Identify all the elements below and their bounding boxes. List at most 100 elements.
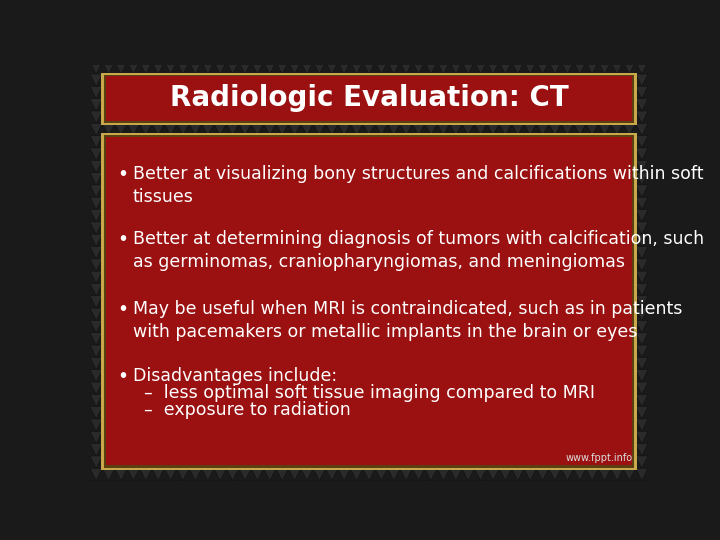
Polygon shape (114, 320, 127, 333)
Polygon shape (487, 444, 499, 456)
Polygon shape (202, 197, 214, 210)
Polygon shape (474, 333, 487, 345)
Polygon shape (289, 148, 301, 160)
Polygon shape (536, 456, 549, 468)
Polygon shape (351, 160, 363, 173)
Polygon shape (512, 284, 524, 296)
Polygon shape (338, 481, 351, 493)
Polygon shape (462, 160, 474, 173)
Polygon shape (549, 419, 561, 431)
Polygon shape (387, 234, 400, 247)
Polygon shape (449, 136, 462, 148)
Polygon shape (574, 123, 586, 136)
Polygon shape (114, 148, 127, 160)
Polygon shape (611, 345, 624, 357)
Polygon shape (164, 74, 177, 86)
Polygon shape (90, 62, 102, 74)
Polygon shape (202, 320, 214, 333)
Polygon shape (338, 456, 351, 468)
Polygon shape (189, 197, 202, 210)
Polygon shape (400, 234, 413, 247)
Polygon shape (437, 296, 449, 308)
Polygon shape (78, 394, 90, 407)
Polygon shape (387, 49, 400, 62)
Polygon shape (536, 148, 549, 160)
Polygon shape (449, 345, 462, 357)
Polygon shape (363, 86, 375, 99)
Polygon shape (574, 382, 586, 394)
Polygon shape (226, 173, 239, 185)
Polygon shape (387, 444, 400, 456)
Polygon shape (375, 74, 387, 86)
Polygon shape (499, 456, 512, 468)
Polygon shape (114, 185, 127, 197)
Polygon shape (512, 74, 524, 86)
Polygon shape (251, 197, 264, 210)
Polygon shape (598, 308, 611, 320)
Polygon shape (413, 210, 425, 222)
Polygon shape (152, 357, 164, 370)
Polygon shape (524, 99, 536, 111)
Polygon shape (499, 444, 512, 456)
Polygon shape (363, 185, 375, 197)
Polygon shape (624, 234, 636, 247)
Polygon shape (598, 357, 611, 370)
Polygon shape (189, 123, 202, 136)
Polygon shape (425, 308, 437, 320)
Polygon shape (462, 234, 474, 247)
Polygon shape (152, 86, 164, 99)
Polygon shape (289, 86, 301, 99)
Polygon shape (574, 271, 586, 284)
Polygon shape (313, 160, 325, 173)
Polygon shape (449, 320, 462, 333)
Polygon shape (611, 431, 624, 444)
Polygon shape (239, 456, 251, 468)
Polygon shape (363, 111, 375, 123)
Polygon shape (425, 456, 437, 468)
Text: •: • (117, 165, 128, 184)
Polygon shape (301, 160, 313, 173)
Polygon shape (214, 419, 226, 431)
Polygon shape (524, 62, 536, 74)
Polygon shape (611, 444, 624, 456)
Polygon shape (524, 333, 536, 345)
Polygon shape (313, 210, 325, 222)
Polygon shape (561, 160, 574, 173)
Polygon shape (251, 160, 264, 173)
Polygon shape (648, 160, 660, 173)
Polygon shape (226, 111, 239, 123)
Polygon shape (449, 382, 462, 394)
Polygon shape (325, 357, 338, 370)
Polygon shape (264, 136, 276, 148)
Polygon shape (624, 62, 636, 74)
Polygon shape (549, 284, 561, 296)
Polygon shape (102, 247, 114, 259)
Polygon shape (363, 320, 375, 333)
Polygon shape (140, 49, 152, 62)
Polygon shape (561, 222, 574, 234)
Polygon shape (313, 74, 325, 86)
Polygon shape (524, 296, 536, 308)
Polygon shape (462, 148, 474, 160)
Polygon shape (400, 111, 413, 123)
Polygon shape (351, 370, 363, 382)
Polygon shape (338, 468, 351, 481)
Polygon shape (127, 173, 140, 185)
Polygon shape (202, 185, 214, 197)
Polygon shape (214, 210, 226, 222)
Polygon shape (313, 136, 325, 148)
Polygon shape (611, 86, 624, 99)
Polygon shape (90, 345, 102, 357)
Polygon shape (289, 308, 301, 320)
Polygon shape (413, 407, 425, 419)
Polygon shape (90, 308, 102, 320)
Polygon shape (636, 62, 648, 74)
Polygon shape (586, 308, 598, 320)
Polygon shape (226, 345, 239, 357)
Polygon shape (289, 407, 301, 419)
Polygon shape (140, 357, 152, 370)
Polygon shape (660, 49, 672, 62)
Polygon shape (413, 99, 425, 111)
Polygon shape (276, 49, 289, 62)
Polygon shape (536, 444, 549, 456)
